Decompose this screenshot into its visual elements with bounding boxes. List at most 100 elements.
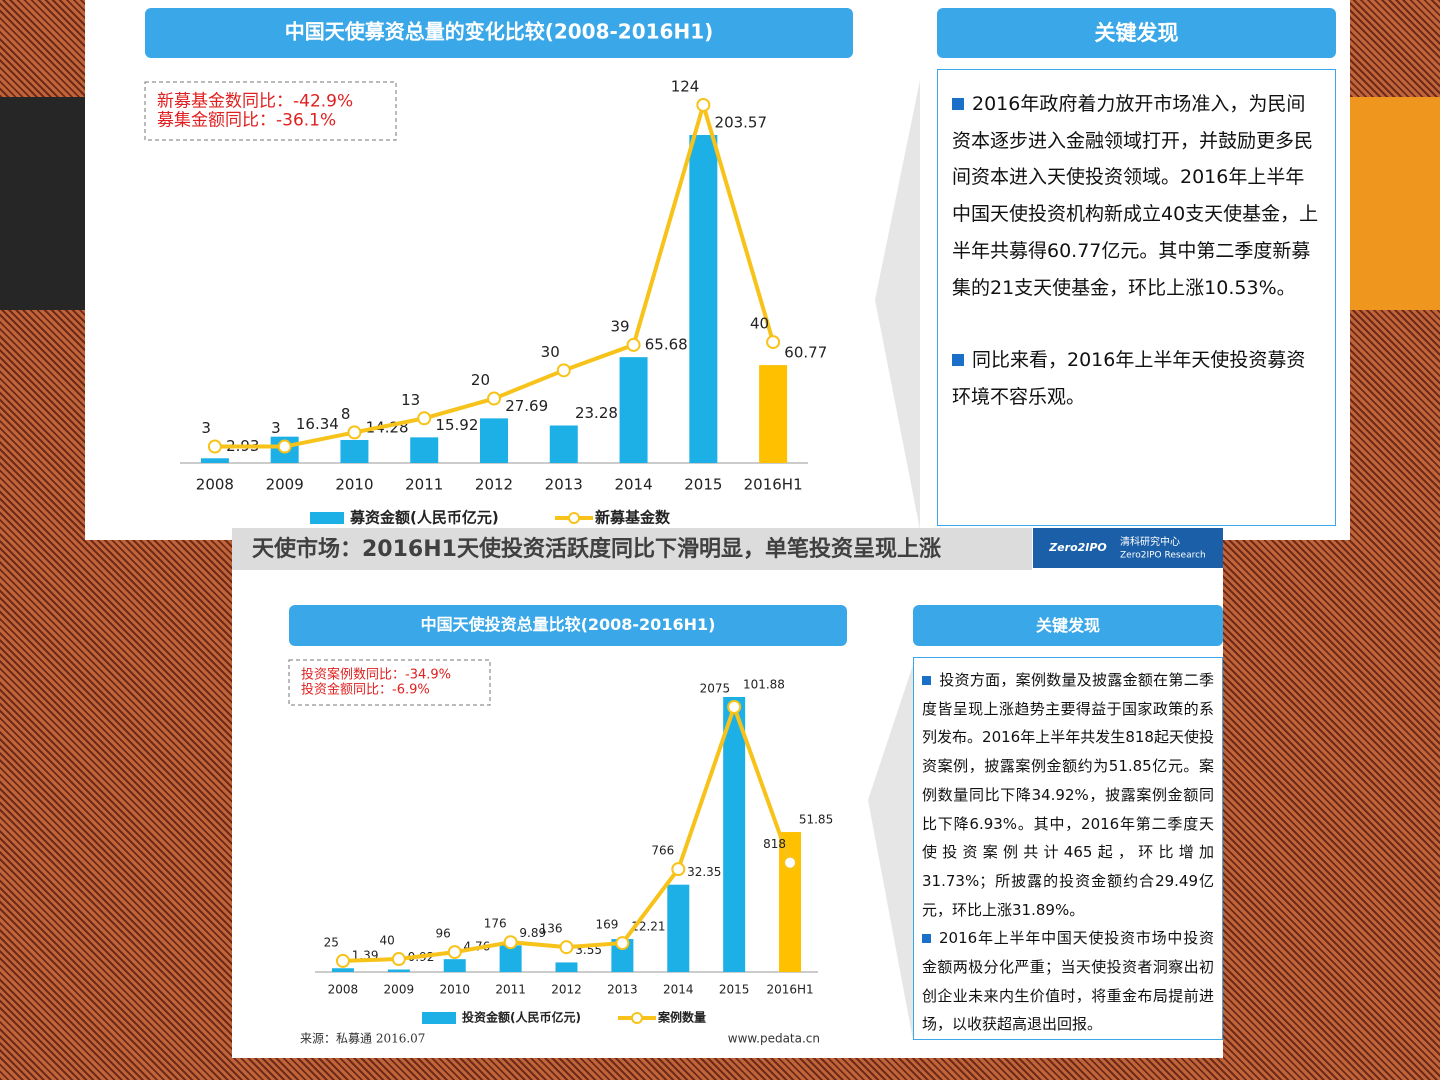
paragraph: 投资方面，案例数量及披露金额在第二季度皆呈现上涨趋势主要得益于国家政策的系列发布… [922, 666, 1214, 924]
line-label: 818 [763, 837, 786, 851]
bullet [952, 98, 964, 110]
line-label: 30 [541, 343, 560, 361]
bar-label: 16.34 [296, 415, 339, 433]
bar-label: 27.69 [505, 397, 548, 415]
title-bar [289, 605, 847, 646]
line-label: 40 [380, 934, 395, 948]
line-label: 3 [201, 419, 211, 437]
line-point [615, 936, 630, 951]
x-tick-label: 2016H1 [744, 476, 803, 494]
panel-box: 投资方面，案例数量及披露金额在第二季度皆呈现上涨趋势主要得益于国家政策的系列发布… [913, 657, 1223, 1040]
bar [549, 425, 578, 463]
bar [443, 959, 466, 972]
line-point [391, 952, 406, 967]
bar-label: 32.35 [687, 865, 721, 879]
annotation: 投资案例数同比：-34.9% [301, 667, 451, 683]
bar-label: 203.57 [715, 114, 768, 132]
panel-title: 关键发现 [913, 605, 1223, 646]
bar-label: 9.89 [519, 926, 546, 940]
line-label: 25 [324, 935, 339, 949]
annotation: 募集金额同比：-36.1% [157, 111, 336, 131]
line-label: 169 [595, 918, 618, 932]
line-point [277, 439, 292, 454]
annotation: 新募基金数同比：-42.9% [157, 91, 353, 111]
bullet [952, 354, 964, 367]
bar [200, 458, 229, 463]
line-label: 136 [540, 922, 563, 936]
line-label: 20 [471, 371, 490, 389]
line-point [696, 98, 711, 112]
bar [723, 697, 746, 972]
bar [387, 969, 410, 972]
x-tick-label: 2016H1 [766, 983, 813, 997]
chart-title: 中国天使投资总量比较(2008-2016H1) [421, 615, 716, 634]
line-point [556, 363, 571, 378]
line-label: 96 [435, 927, 450, 941]
banner-bar [232, 528, 1032, 570]
legend-label: 新募基金数 [595, 509, 671, 527]
logo: Zero2IPO [1048, 541, 1107, 554]
x-tick-label: 2014 [614, 476, 652, 494]
x-tick-label: 2010 [335, 476, 373, 494]
x-tick-label: 2013 [607, 983, 638, 997]
credit: www.pedata.cn [728, 1032, 820, 1046]
bar [555, 962, 578, 972]
bar [499, 945, 522, 972]
x-tick-label: 2008 [196, 476, 234, 494]
side-block [1350, 97, 1440, 310]
line-point [447, 945, 462, 960]
bar-label: 101.88 [743, 678, 785, 692]
x-tick-label: 2012 [551, 983, 582, 997]
bar [667, 884, 690, 972]
panel-box: 2016年政府着力放开市场准入，为民间资本逐步进入金融领域打开，并鼓励更多民间资… [937, 69, 1336, 526]
line-point [335, 953, 350, 968]
line-point [626, 337, 641, 352]
x-tick-label: 2011 [405, 476, 443, 494]
line-point [417, 411, 432, 426]
annotation: 投资金额同比：-6.9% [301, 682, 430, 698]
x-tick-label: 2012 [475, 476, 513, 494]
legend-swatch [631, 1012, 643, 1024]
paragraph-text: 同比来看，2016年上半年天使投资募资环境不容乐观。 [952, 349, 1306, 408]
bar [779, 832, 802, 972]
line-label: 39 [610, 317, 629, 335]
line-label: 8 [341, 405, 351, 423]
paragraph-text: 投资方面，案例数量及披露金额在第二季度皆呈现上涨趋势主要得益于国家政策的系列发布… [922, 671, 1214, 919]
x-tick-label: 2009 [266, 476, 304, 494]
x-tick-label: 2013 [545, 476, 583, 494]
pointer [875, 80, 920, 530]
bar [410, 437, 439, 463]
line-point [671, 862, 686, 877]
x-tick-label: 2009 [384, 983, 415, 997]
x-tick-label: 2014 [663, 983, 694, 997]
org-en: Zero2IPO Research [1120, 551, 1206, 561]
line-label: 176 [484, 917, 507, 931]
bullet [922, 934, 931, 944]
line-point [207, 439, 222, 454]
bar-label: 60.77 [784, 344, 827, 362]
bar [480, 418, 508, 463]
x-tick-label: 2011 [495, 983, 526, 997]
bar [340, 439, 369, 463]
line-label: 766 [651, 844, 674, 858]
line-label: 2075 [700, 682, 731, 696]
bar [759, 365, 788, 463]
line-label: 124 [671, 78, 700, 96]
banner-title: 天使市场：2016H1天使投资活跃度同比下滑明显，单笔投资呈现上涨 [252, 536, 941, 562]
line-point [503, 935, 518, 950]
x-tick-label: 2008 [328, 983, 359, 997]
side-block [0, 97, 85, 310]
annotation-box [288, 659, 491, 706]
chart-title: 中国天使募资总量的变化比较(2008-2016H1) [285, 20, 714, 44]
line-label: 13 [401, 391, 420, 409]
x-tick-label: 2010 [439, 983, 470, 997]
paragraph: 同比来看，2016年上半年天使投资募资环境不容乐观。 [952, 342, 1321, 415]
bar [619, 357, 648, 463]
line-point [347, 425, 362, 440]
bullet [922, 676, 931, 685]
pointer [868, 665, 913, 1040]
logo-box [1033, 528, 1223, 568]
paragraph-text: 2016年上半年中国天使投资市场中投资金额两极分化严重；当天使投资者洞察出初创企… [922, 929, 1214, 1034]
line-point [783, 855, 798, 870]
